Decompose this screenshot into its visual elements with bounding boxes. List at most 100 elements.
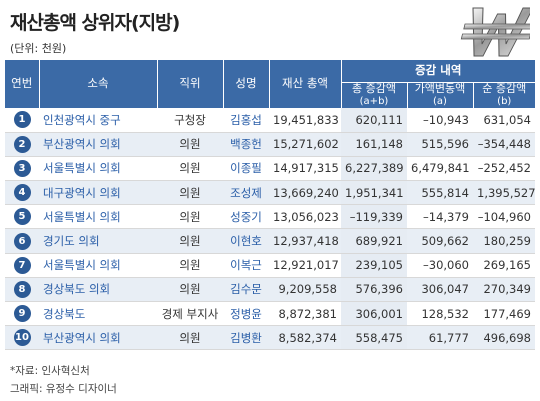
row-number-badge: 1 xyxy=(13,111,31,129)
row-net-change: 177,469 xyxy=(473,301,535,327)
table-row: 8 경상북도 의회 의원 김수문 9,209,558 576,396 306,0… xyxy=(5,277,535,303)
row-position: 의원 xyxy=(157,228,223,254)
table-row: 6 경기도 의회 의원 이현호 12,937,418 689,921 509,6… xyxy=(5,228,535,254)
row-price-change: –14,379 xyxy=(407,204,473,230)
row-position: 의원 xyxy=(157,132,223,157)
row-number-badge: 5 xyxy=(13,208,31,226)
row-name: 백종헌 xyxy=(223,132,269,157)
row-org: 경상북도 xyxy=(39,301,157,327)
row-asset: 14,917,315 xyxy=(269,156,341,182)
row-net-change: 1,395,527 xyxy=(473,180,536,206)
row-position: 구청장 xyxy=(157,108,223,133)
header-total-change-sub: (a+b) xyxy=(359,95,389,107)
row-position: 의원 xyxy=(157,204,223,230)
row-org: 부산광역시 의회 xyxy=(39,132,157,157)
row-asset: 9,209,558 xyxy=(269,277,341,303)
row-net-change: –354,448 xyxy=(473,132,535,157)
row-asset: 13,669,240 xyxy=(269,180,341,206)
header-price-change: 가액변동액 (a) xyxy=(407,82,474,108)
row-price-change: 509,662 xyxy=(407,228,473,254)
header-total-change: 총 증감액 (a+b) xyxy=(341,82,408,108)
row-price-change: 6,479,841 xyxy=(407,156,473,182)
row-position: 의원 xyxy=(157,253,223,278)
row-net-change: 270,349 xyxy=(473,277,535,303)
row-total-change: 558,475 xyxy=(341,325,407,351)
row-asset: 8,872,381 xyxy=(269,301,341,327)
row-name: 이종필 xyxy=(223,156,269,182)
header-price-change-label: 가액변동액 xyxy=(414,82,466,96)
row-name: 김병환 xyxy=(223,325,269,351)
table-row: 5 서울특별시 의회 의원 성중기 13,056,023 –119,339 –1… xyxy=(5,204,535,230)
source-note: *자료: 인사혁신처 xyxy=(10,365,90,377)
row-number-badge: 6 xyxy=(13,232,31,250)
row-net-change: 631,054 xyxy=(473,108,535,133)
graphic-credit: 그래픽: 유정수 디자이너 xyxy=(10,383,117,395)
row-net-change: 180,259 xyxy=(473,228,535,254)
header-total-change-label: 총 증감액 xyxy=(352,82,396,96)
table-row: 9 경상북도 경제 부지사 정병윤 8,872,381 306,001 128,… xyxy=(5,301,535,327)
row-org: 대구광역시 의회 xyxy=(39,180,157,206)
row-number-badge: 4 xyxy=(13,184,31,202)
header-net-change: 순 증감액 (b) xyxy=(473,82,535,108)
row-asset: 12,921,017 xyxy=(269,253,341,278)
row-price-change: 128,532 xyxy=(407,301,473,327)
header-idx: 연번 xyxy=(5,60,40,108)
table-row: 10 부산광역시 의회 의원 김병환 8,582,374 558,475 61,… xyxy=(5,325,535,351)
row-name: 김홍섭 xyxy=(223,108,269,133)
row-name: 정병윤 xyxy=(223,301,269,327)
row-total-change: 306,001 xyxy=(341,301,407,327)
table-row: 2 부산광역시 의회 의원 백종헌 15,271,602 161,148 515… xyxy=(5,132,535,157)
row-position: 의원 xyxy=(157,156,223,182)
asset-table: 연번 소속 직위 성명 재산 총액 증감 내역 총 증감액 (a+b) 가액변동… xyxy=(5,60,536,351)
row-org: 서울특별시 의회 xyxy=(39,253,157,278)
row-position: 의원 xyxy=(157,180,223,206)
header-net-change-label: 순 증감액 xyxy=(482,82,527,96)
row-org: 경기도 의회 xyxy=(39,228,157,254)
row-total-change: 161,148 xyxy=(341,132,407,157)
row-total-change: 576,396 xyxy=(341,277,407,303)
row-number-badge: 10 xyxy=(13,329,31,347)
row-name: 김수문 xyxy=(223,277,269,303)
header-position: 직위 xyxy=(157,60,224,108)
row-total-change: 620,111 xyxy=(341,108,407,133)
header-change-group: 증감 내역 xyxy=(341,60,535,83)
row-number-badge: 2 xyxy=(13,135,31,153)
row-net-change: –252,452 xyxy=(473,156,535,182)
row-price-change: –30,060 xyxy=(407,253,473,278)
table-row: 4 대구광역시 의회 의원 조성제 13,669,240 1,951,341 5… xyxy=(5,180,536,206)
row-net-change: –104,960 xyxy=(473,204,535,230)
row-position: 경제 부지사 xyxy=(157,301,223,327)
row-asset: 13,056,023 xyxy=(269,204,341,230)
row-org: 인천광역시 중구 xyxy=(39,108,157,133)
table-row: 1 인천광역시 중구 구청장 김홍섭 19,451,833 620,111 –1… xyxy=(5,108,535,133)
row-position: 의원 xyxy=(157,325,223,351)
row-total-change: 239,105 xyxy=(341,253,407,278)
row-total-change: 1,951,341 xyxy=(341,180,407,206)
row-net-change: 496,698 xyxy=(473,325,535,351)
row-asset: 19,451,833 xyxy=(269,108,341,133)
page-title: 재산총액 상위자(지방) xyxy=(10,12,180,34)
row-price-change: 515,596 xyxy=(407,132,473,157)
row-number-badge: 9 xyxy=(13,305,31,323)
row-price-change: 306,047 xyxy=(407,277,473,303)
row-net-change: 269,165 xyxy=(473,253,535,278)
row-name: 조성제 xyxy=(223,180,269,206)
header-price-change-sub: (a) xyxy=(433,95,447,107)
row-price-change: 555,814 xyxy=(407,180,473,206)
table-row: 7 서울특별시 의회 의원 이복근 12,921,017 239,105 –30… xyxy=(5,253,535,278)
row-name: 이현호 xyxy=(223,228,269,254)
row-total-change: –119,339 xyxy=(341,204,407,230)
won-sign-icon xyxy=(460,7,530,57)
row-position: 의원 xyxy=(157,277,223,303)
header-asset: 재산 총액 xyxy=(269,60,342,108)
row-number-badge: 8 xyxy=(13,280,31,298)
row-org: 서울특별시 의회 xyxy=(39,156,157,182)
table-row: 3 서울특별시 의회 의원 이종필 14,917,315 6,227,389 6… xyxy=(5,156,535,182)
row-org: 경상북도 의회 xyxy=(39,277,157,303)
row-total-change: 689,921 xyxy=(341,228,407,254)
header-name: 성명 xyxy=(223,60,270,108)
row-number-badge: 3 xyxy=(13,159,31,177)
row-number-badge: 7 xyxy=(13,256,31,274)
row-asset: 15,271,602 xyxy=(269,132,341,157)
row-name: 이복근 xyxy=(223,253,269,278)
